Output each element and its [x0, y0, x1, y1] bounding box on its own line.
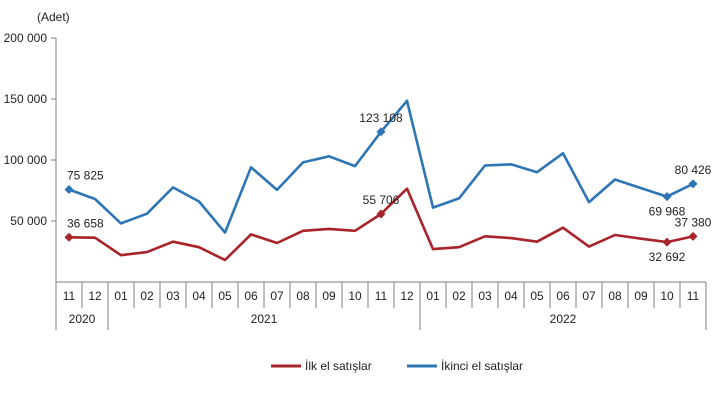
year-label: 2021 — [251, 312, 278, 326]
y-tick-label: 200 000 — [4, 31, 48, 45]
month-label: 12 — [400, 289, 414, 303]
month-label: 11 — [687, 289, 700, 303]
data-label: 37 380 — [675, 215, 712, 229]
month-label: 05 — [530, 289, 544, 303]
month-label: 01 — [426, 289, 440, 303]
x-axis: 11 12 01 02 03 04 05 06 07 08 09 10 11 12 01 02 03 04 05 06… — [55, 281, 707, 330]
y-unit-label: (Adet) — [37, 10, 70, 24]
data-point-marker — [376, 127, 386, 137]
month-label: 05 — [218, 289, 232, 303]
data-label: 55 706 — [363, 193, 400, 207]
data-point-marker — [688, 231, 698, 241]
data-label: 36 658 — [67, 216, 104, 230]
month-label: 10 — [348, 289, 362, 303]
data-point-marker — [64, 232, 74, 242]
month-label: 04 — [192, 289, 206, 303]
year-label: 2022 — [550, 312, 577, 326]
data-point-marker — [376, 209, 386, 219]
month-label: 08 — [608, 289, 622, 303]
month-label: 06 — [556, 289, 570, 303]
data-label: 32 692 — [649, 250, 686, 264]
month-label: 09 — [634, 289, 648, 303]
month-label: 11 — [63, 289, 76, 303]
legend-label: İlk el satışlar — [305, 359, 372, 373]
month-label: 12 — [88, 289, 102, 303]
legend-item: İkinci el satışlar — [407, 359, 523, 373]
data-point-marker — [662, 237, 672, 247]
series-layer: 36 658 55 706 32 692 37 380 75 825 123 108 69 … — [64, 99, 712, 264]
month-label: 01 — [114, 289, 128, 303]
y-axis: 200 000 150 000 100 000 50 000 — [4, 31, 57, 282]
data-point-marker — [662, 192, 672, 202]
month-label: 03 — [478, 289, 492, 303]
month-label: 06 — [244, 289, 258, 303]
legend: İlk el satışlar İkinci el satışlar — [271, 359, 523, 373]
month-label: 07 — [270, 289, 284, 303]
data-label: 80 426 — [675, 163, 712, 177]
data-point-marker — [688, 179, 698, 189]
y-tick-label: 50 000 — [10, 214, 47, 228]
y-tick-label: 100 000 — [4, 153, 48, 167]
y-tick-label: 150 000 — [4, 92, 48, 106]
month-label: 07 — [582, 289, 596, 303]
month-label: 02 — [140, 289, 154, 303]
month-label: 04 — [504, 289, 518, 303]
series-1: 36 658 55 706 32 692 37 380 — [64, 187, 712, 264]
data-label: 123 108 — [359, 111, 403, 125]
data-label: 75 825 — [67, 168, 104, 182]
month-label: 02 — [452, 289, 466, 303]
month-label: 08 — [296, 289, 310, 303]
month-label: 11 — [375, 289, 388, 303]
month-label: 09 — [322, 289, 336, 303]
legend-label: İkinci el satışlar — [441, 359, 523, 373]
data-point-marker — [64, 184, 74, 194]
month-label: 10 — [660, 289, 674, 303]
month-label: 03 — [166, 289, 180, 303]
series-2: 75 825 123 108 69 968 80 426 — [64, 99, 712, 234]
legend-item: İlk el satışlar — [271, 359, 372, 373]
data-label: 69 968 — [649, 205, 686, 219]
year-label: 2020 — [69, 312, 96, 326]
